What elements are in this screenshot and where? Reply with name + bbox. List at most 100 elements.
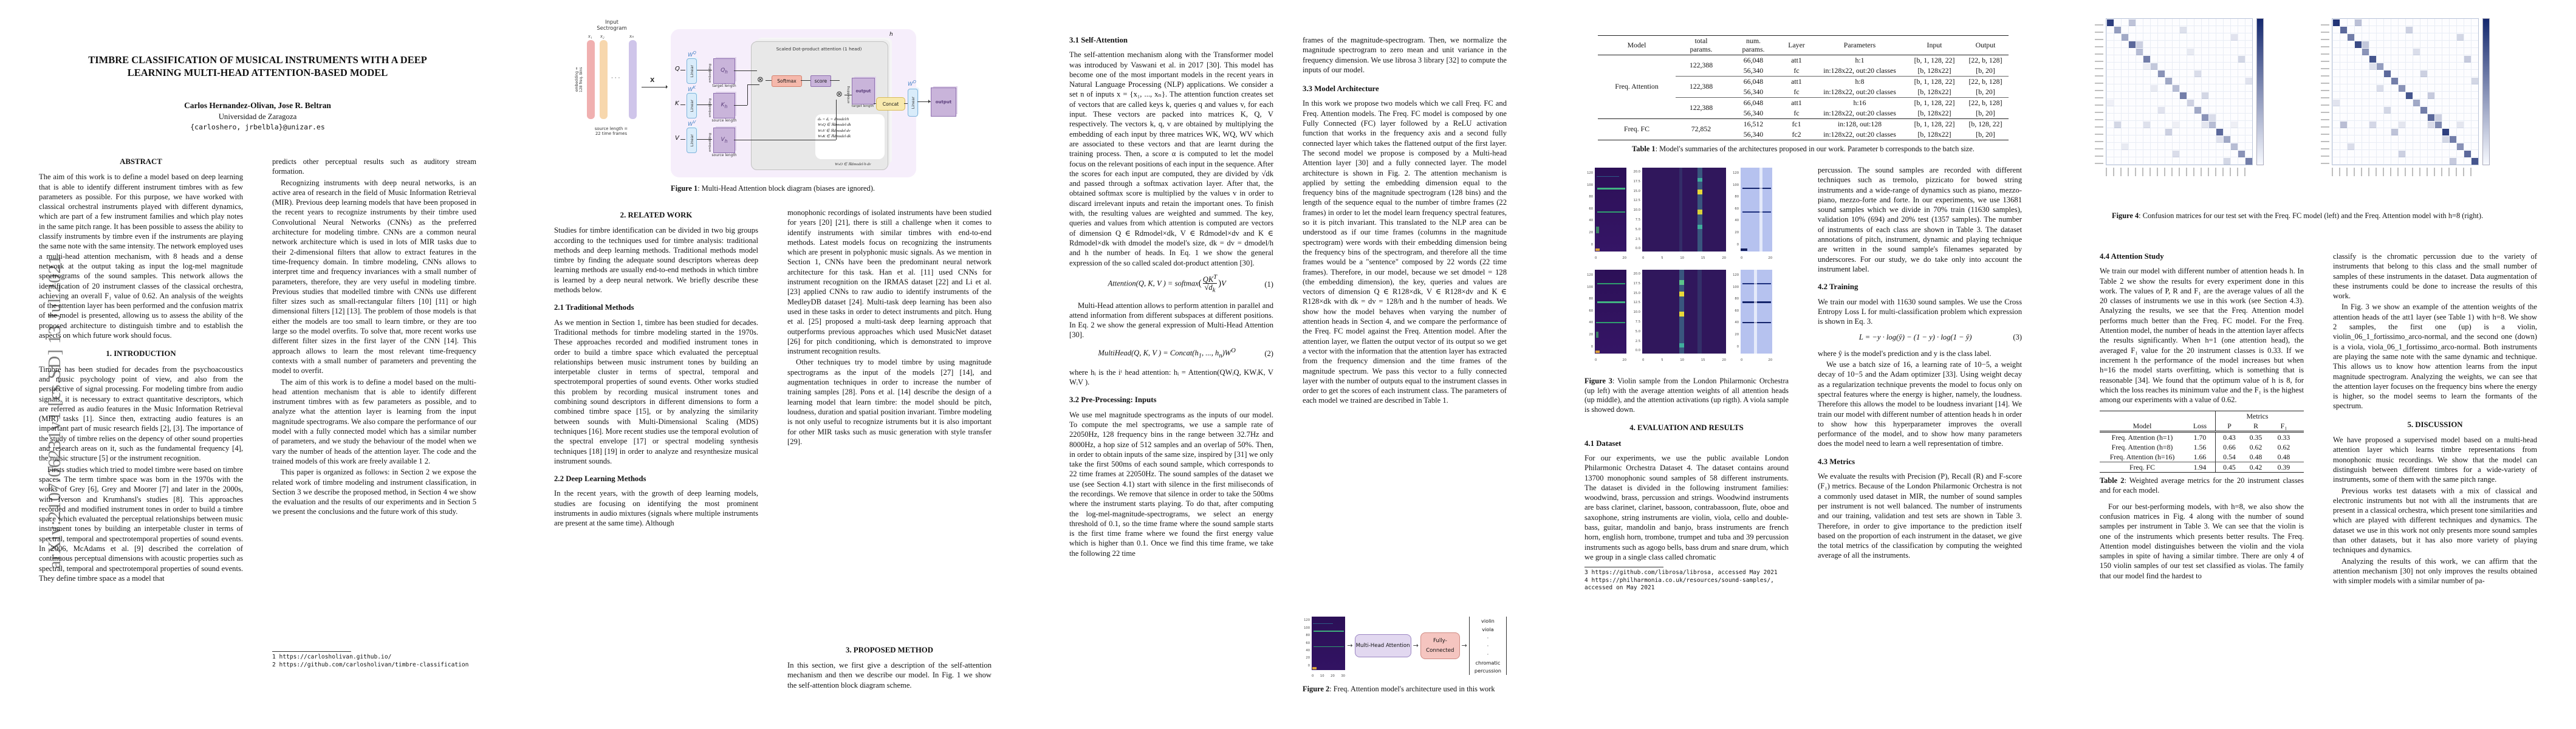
linear-q: Linear bbox=[687, 58, 697, 84]
caption-text: : Freq. Attention model's architecture u… bbox=[1329, 685, 1495, 694]
table-row: 66,048 att1 h:16 [b, 1, 128, 22] [22, b, 128… bbox=[1727, 98, 2009, 108]
heatmap-cell bbox=[2369, 121, 2376, 128]
footnotes: 1 https://carlosholivan.github.io/ 2 htt… bbox=[272, 651, 476, 669]
heatmap-cell bbox=[2347, 143, 2354, 150]
sdp-output-matrix: output bbox=[852, 78, 875, 104]
page-4: Model total params. num. params. Layer P… bbox=[1546, 0, 2061, 729]
heatmap-cell bbox=[2143, 63, 2150, 70]
heatmap-cell bbox=[2245, 77, 2252, 84]
heatmap-cell bbox=[2413, 48, 2420, 55]
confusion-matrix-freq-fc bbox=[2106, 18, 2253, 165]
heatmap-cell bbox=[2376, 63, 2383, 70]
dots: · bbox=[1487, 634, 1489, 641]
cell: 0.39 bbox=[2277, 463, 2290, 472]
tick: 5 bbox=[1661, 358, 1663, 362]
right-matrix-y-labels bbox=[2321, 18, 2329, 164]
embedding-axis-label: embedding = 128 freq. bins bbox=[575, 67, 583, 92]
sdp-title: Scaled Dot-product attention (1 head) bbox=[776, 46, 862, 52]
paragraph: Timbre has been studied for decades from… bbox=[39, 364, 243, 463]
heatmap-cell bbox=[2172, 150, 2179, 157]
paragraph: We train our model with 11630 sound samp… bbox=[1818, 297, 2022, 326]
header-cell: P bbox=[2215, 421, 2243, 431]
cell: 16,512 bbox=[1743, 119, 1764, 128]
x-ticks: 0 5 10 15 20 bbox=[1642, 355, 1726, 365]
cell: 0.48 bbox=[2249, 453, 2263, 462]
heatmap-cell bbox=[2165, 77, 2172, 84]
footnote-2: 2 https://github.com/carlosholivan/timbr… bbox=[272, 661, 469, 668]
subgroup-h16: 122,388 66,048 att1 h:16 [b, 1, 128, 22] [22… bbox=[1676, 97, 2009, 118]
cell: 56,340 bbox=[1743, 108, 1764, 117]
tick: 10 bbox=[1680, 358, 1684, 362]
input-spectrogram-label: Input Sectrogram bbox=[597, 19, 627, 32]
heatmap-cell bbox=[2187, 48, 2194, 55]
heatmap-cell bbox=[2150, 84, 2157, 92]
traditional-methods-heading: 2.1 Traditional Methods bbox=[554, 303, 634, 312]
y-ticks: 120 100 80 60 40 20 0 bbox=[1733, 273, 1739, 349]
training-heading: 4.2 Training bbox=[1818, 282, 1858, 292]
heatmap-cell bbox=[2216, 135, 2223, 143]
cell: fc bbox=[1793, 66, 1800, 75]
input-bar-2 bbox=[600, 40, 608, 119]
dark-line bbox=[1742, 321, 1771, 323]
paragraph: Studies for timbre identification can be… bbox=[554, 226, 758, 295]
linear-o: Linear bbox=[908, 89, 918, 117]
attention-column bbox=[1697, 270, 1702, 354]
page-5: Figure 4: Confusion matrices for our tes… bbox=[2061, 0, 2576, 729]
q-label: Q bbox=[675, 66, 680, 72]
cell: 1.56 bbox=[2193, 443, 2207, 452]
connector-line bbox=[830, 80, 840, 81]
k-label: K bbox=[675, 100, 679, 107]
email: {carloshero, jrbelbla}@unizar.es bbox=[190, 123, 325, 131]
mid-weight-cell bbox=[1697, 177, 1703, 182]
heatmap-cell bbox=[2121, 143, 2128, 150]
tick: 20 bbox=[1768, 358, 1772, 362]
spacer bbox=[2185, 411, 2215, 421]
table-row: Freq. Attention (h=16) 1.66 0.54 0.48 0.48 bbox=[2100, 452, 2304, 462]
v-label: V bbox=[675, 135, 679, 142]
footnotes: 3 https://github.com/librosa/librosa, ac… bbox=[1584, 567, 1789, 592]
glow-column bbox=[1753, 270, 1757, 354]
header-cell: Input bbox=[1927, 40, 1942, 49]
wo-formula: WₕO ∈ ℝdmodel·h·dv bbox=[835, 162, 871, 166]
total-params-cell: 122,388 bbox=[1689, 61, 1713, 70]
arrowhead bbox=[928, 100, 932, 103]
paragraph: The self-attention mechanism along with … bbox=[1069, 50, 1273, 267]
left-matrix-y-labels bbox=[2095, 18, 2103, 164]
heads-count-label: h bbox=[889, 32, 893, 38]
deep-learning-heading: 2.2 Deep Learning Methods bbox=[554, 474, 646, 484]
tick: 20 bbox=[1768, 256, 1772, 260]
caption-text: : Violin sample from the London Philarmo… bbox=[1584, 377, 1789, 414]
footnote-1: 1 https://carlosholivan.github.io/ bbox=[272, 654, 392, 660]
right-matrix-x-labels bbox=[2332, 168, 2478, 176]
heatmap-cell bbox=[2354, 19, 2362, 26]
vh-matrix: Vh bbox=[713, 128, 735, 153]
heatmap-cell bbox=[2194, 70, 2201, 77]
heatmap-cell bbox=[2106, 99, 2114, 106]
viola-attention-activations bbox=[1741, 270, 1772, 354]
cell: 0.42 bbox=[2249, 463, 2263, 472]
cell: [22, b, 128] bbox=[1968, 98, 2002, 107]
discussion-heading: 5. DISCUSSION bbox=[2407, 420, 2463, 429]
heatmap-cell bbox=[2398, 121, 2405, 128]
cell: fc bbox=[1793, 87, 1800, 96]
header-cell: F₁ bbox=[2280, 422, 2287, 431]
title-line-2: LEARNING MULTI-HEAD ATTENTION-BASED MODE… bbox=[127, 67, 388, 78]
heatmap-cell bbox=[2223, 157, 2230, 165]
heatmap-cell bbox=[2208, 114, 2216, 121]
cell: 0.48 bbox=[2277, 453, 2290, 462]
figure3-attention-panels: 120 100 80 60 40 20 0 0 20 20.0 17.5 15.0… bbox=[1584, 165, 1789, 369]
connector-line bbox=[697, 104, 712, 106]
cell: [b, 20] bbox=[1976, 108, 1995, 117]
heatmap-cell bbox=[2456, 143, 2464, 150]
caption-label: Figure 2 bbox=[1303, 685, 1330, 694]
paragraph: The aim of this work is to define a mode… bbox=[272, 377, 476, 465]
y-ticks: 120 100 80 60 40 20 0 bbox=[1587, 273, 1593, 349]
heatmap-cell bbox=[2434, 121, 2442, 128]
right-colorbar bbox=[2482, 18, 2490, 165]
heatmap-cell bbox=[2442, 135, 2449, 143]
caption-label: Figure 4 bbox=[2112, 211, 2139, 220]
cell: 66,048 bbox=[1743, 55, 1764, 64]
paragraph: In the recent years, with the growth of … bbox=[554, 489, 758, 528]
cell: 56,340 bbox=[1743, 66, 1764, 75]
heatmap-cell bbox=[2354, 41, 2362, 48]
